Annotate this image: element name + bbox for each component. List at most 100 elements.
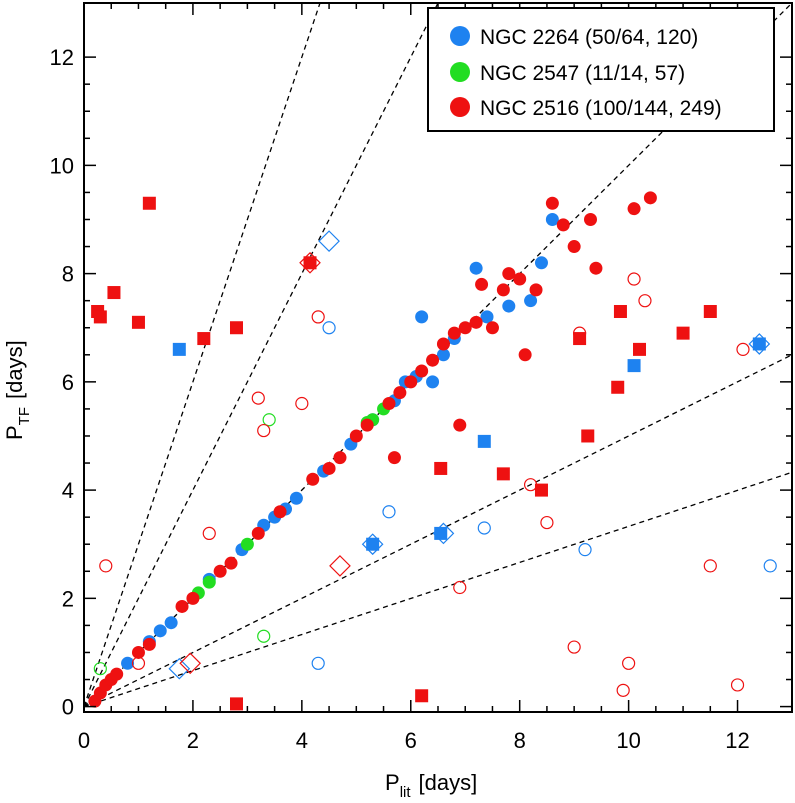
data-point-open <box>93 662 107 676</box>
reference-line <box>83 354 793 708</box>
y-tick-label: 4 <box>62 478 74 503</box>
data-point-square <box>703 304 717 318</box>
data-point-open <box>730 678 745 692</box>
data-point <box>453 418 467 432</box>
data-point <box>502 267 516 281</box>
data-point <box>518 348 532 362</box>
data-point <box>387 451 401 465</box>
y-tick-label: 2 <box>62 586 74 611</box>
data-point-diamond <box>299 251 321 274</box>
data-point-square <box>142 196 156 210</box>
y-tick-label: 0 <box>62 695 74 720</box>
data-point-square <box>434 461 448 475</box>
data-point-open <box>622 656 636 670</box>
data-point <box>524 294 538 308</box>
data-point-diamond <box>318 230 340 252</box>
data-point <box>213 564 227 578</box>
x-tick-label: 2 <box>187 728 199 753</box>
y-axis-label: PTF[days] <box>2 340 33 440</box>
data-point <box>529 283 543 297</box>
legend-marker-ngc2264 <box>450 26 470 46</box>
data-point-diamond <box>432 522 455 545</box>
x-tick-label: 8 <box>514 728 526 753</box>
data-point <box>480 310 494 324</box>
legend: NGC 2264 (50/64, 120) NGC 2547 (11/14, 5… <box>427 7 775 132</box>
data-point-square <box>613 304 627 318</box>
y-tick-label: 10 <box>50 153 74 178</box>
x-tick-label: 0 <box>78 728 90 753</box>
reference-line <box>83 2 439 707</box>
data-point-square <box>131 315 145 329</box>
data-point <box>589 261 603 275</box>
data-point-square <box>611 380 625 394</box>
data-point <box>556 218 570 232</box>
legend-marker-ngc2516 <box>450 97 470 117</box>
x-tick-label: 10 <box>616 728 640 753</box>
reference-line <box>83 2 321 707</box>
data-point-square <box>172 342 186 356</box>
data-point <box>415 364 429 378</box>
data-point-square <box>229 697 243 711</box>
data-point-open <box>477 521 491 535</box>
data-point-diamond <box>329 555 351 577</box>
data-point-square <box>415 689 429 703</box>
data-point-open <box>572 326 587 340</box>
data-point-open <box>257 423 271 438</box>
legend-marker-ngc2547 <box>450 62 470 82</box>
data-point-open <box>322 321 336 335</box>
data-point <box>306 472 320 486</box>
data-point <box>322 461 336 475</box>
data-point <box>333 451 347 465</box>
data-point <box>289 491 303 505</box>
x-axis-label: Plit [days] <box>385 770 477 801</box>
data-point-square <box>496 467 510 481</box>
data-point-open <box>540 515 554 530</box>
data-point-square <box>752 337 766 351</box>
data-point-open <box>523 478 538 492</box>
data-point <box>175 599 189 613</box>
data-point <box>404 375 418 389</box>
data-point-square <box>627 359 641 373</box>
data-point <box>627 202 641 216</box>
data-point-diamond <box>168 657 191 680</box>
data-point <box>349 429 363 443</box>
data-point-square <box>107 286 121 300</box>
data-point <box>273 505 287 519</box>
data-point <box>110 667 124 681</box>
data-point <box>426 375 440 389</box>
data-point-open <box>262 413 276 427</box>
data-point <box>164 616 178 630</box>
y-tick-label: 8 <box>62 262 74 287</box>
data-point <box>186 591 200 605</box>
data-point-open <box>578 543 592 557</box>
data-point-square <box>581 429 595 443</box>
data-point-open <box>703 559 717 573</box>
data-point <box>121 656 135 670</box>
data-point <box>469 261 483 275</box>
data-point-square <box>534 483 548 497</box>
data-point <box>436 337 450 351</box>
data-point <box>436 348 450 362</box>
data-point-open <box>311 656 325 670</box>
data-point <box>545 196 559 210</box>
data-point <box>142 637 156 651</box>
data-point-open <box>453 580 467 595</box>
legend-label-ngc2516: NGC 2516 (100/144, 249) <box>480 97 722 120</box>
data-point-open <box>638 294 652 308</box>
data-point <box>224 556 238 570</box>
data-point-open <box>202 526 216 540</box>
data-point <box>496 283 510 297</box>
data-point <box>545 212 559 226</box>
data-point-square <box>303 256 317 270</box>
data-point-square <box>477 434 491 448</box>
data-point-open <box>131 656 146 670</box>
data-point <box>251 526 265 540</box>
data-point-open <box>763 559 777 573</box>
data-point-diamond <box>361 533 384 556</box>
data-points <box>88 191 777 711</box>
data-point <box>240 537 254 551</box>
data-point-open <box>99 559 113 573</box>
data-point <box>583 212 597 226</box>
data-point <box>202 575 216 589</box>
data-point-square <box>434 526 448 540</box>
